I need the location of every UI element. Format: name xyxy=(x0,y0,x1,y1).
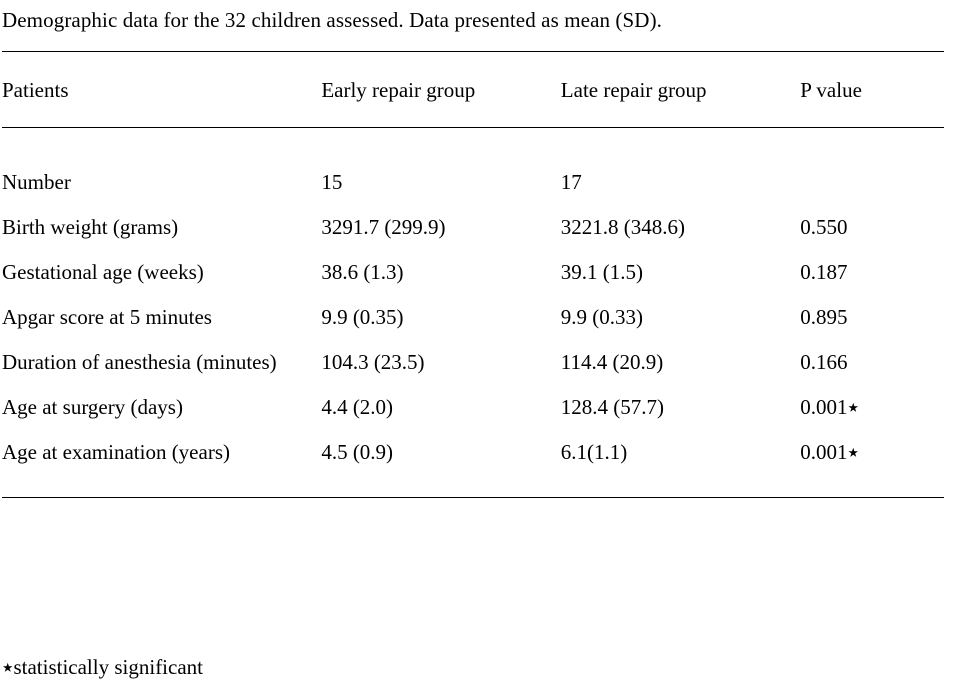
cell-early: 4.4 (2.0) xyxy=(321,395,560,420)
row-label: Apgar score at 5 minutes xyxy=(2,305,321,330)
row-label: Birth weight (grams) xyxy=(2,215,321,240)
cell-late: 6.1(1.1) xyxy=(561,440,800,465)
table-row: Age at surgery (days) 4.4 (2.0) 128.4 (5… xyxy=(2,385,940,430)
cell-late: 39.1 (1.5) xyxy=(561,260,800,285)
table-row: Age at examination (years) 4.5 (0.9) 6.1… xyxy=(2,430,940,475)
col-header-pvalue: P value xyxy=(800,78,940,103)
col-header-patients: Patients xyxy=(2,78,321,103)
cell-early: 4.5 (0.9) xyxy=(321,440,560,465)
cell-late: 128.4 (57.7) xyxy=(561,395,800,420)
table-row: Gestational age (weeks) 38.6 (1.3) 39.1 … xyxy=(2,250,940,295)
table-row: Birth weight (grams) 3291.7 (299.9) 3221… xyxy=(2,205,940,250)
table-body: Number 15 17 Birth weight (grams) 3291.7… xyxy=(2,128,940,475)
table-row: Number 15 17 xyxy=(2,160,940,205)
cell-pvalue: 0.166 xyxy=(800,350,940,375)
cell-pvalue: 0.001٭ xyxy=(800,395,940,420)
cell-early: 15 xyxy=(321,170,560,195)
cell-early: 38.6 (1.3) xyxy=(321,260,560,285)
cell-pvalue: 0.001٭ xyxy=(800,440,940,465)
row-label: Duration of anesthesia (minutes) xyxy=(2,350,321,375)
cell-late: 114.4 (20.9) xyxy=(561,350,800,375)
row-label: Number xyxy=(2,170,321,195)
cell-late: 17 xyxy=(561,170,800,195)
footnote-text: ٭statistically significant xyxy=(2,655,203,679)
rule-bottom xyxy=(2,497,944,498)
cell-late: 9.9 (0.33) xyxy=(561,305,800,330)
col-header-early: Early repair group xyxy=(321,78,560,103)
cell-early: 104.3 (23.5) xyxy=(321,350,560,375)
cell-pvalue: 0.550 xyxy=(800,215,940,240)
row-label: Gestational age (weeks) xyxy=(2,260,321,285)
row-label: Age at surgery (days) xyxy=(2,395,321,420)
cell-pvalue: 0.187 xyxy=(800,260,940,285)
table-header-row: Patients Early repair group Late repair … xyxy=(2,52,940,127)
cell-early: 9.9 (0.35) xyxy=(321,305,560,330)
cell-early: 3291.7 (299.9) xyxy=(321,215,560,240)
col-header-late: Late repair group xyxy=(561,78,800,103)
table-row: Duration of anesthesia (minutes) 104.3 (… xyxy=(2,340,940,385)
cell-late: 3221.8 (348.6) xyxy=(561,215,800,240)
cell-pvalue xyxy=(800,170,940,195)
footnote-significant: ٭statistically significant xyxy=(2,655,203,680)
table-title: Demographic data for the 32 children ass… xyxy=(2,8,940,33)
table-row: Apgar score at 5 minutes 9.9 (0.35) 9.9 … xyxy=(2,295,940,340)
row-label: Age at examination (years) xyxy=(2,440,321,465)
cell-pvalue: 0.895 xyxy=(800,305,940,330)
